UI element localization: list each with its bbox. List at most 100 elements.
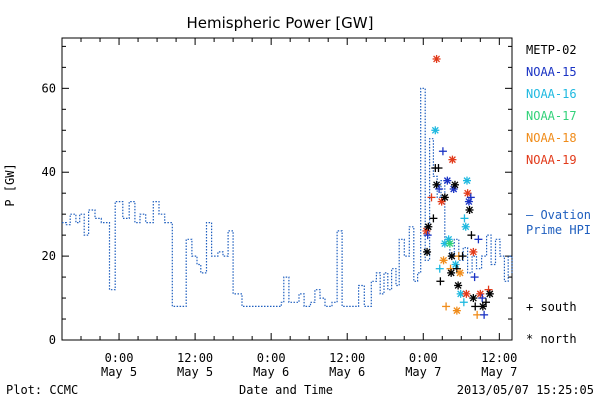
north-marker	[462, 289, 471, 298]
satellite-legend: METP-02 NOAA-15 NOAA-16 NOAA-17 NOAA-18 NOAA-…	[526, 43, 577, 167]
marker-stroke	[476, 290, 484, 298]
ovation-legend-line1: — Ovation	[526, 208, 591, 222]
north-marker	[437, 197, 446, 206]
north-marker	[451, 260, 460, 269]
marker-stroke	[457, 290, 465, 298]
x-tick-label-date: May 6	[329, 365, 365, 379]
marker-stroke	[447, 269, 455, 277]
south-marker	[470, 273, 479, 282]
south-marker	[438, 147, 447, 156]
x-tick-label: 12:00	[177, 351, 213, 365]
north-marker	[423, 247, 432, 256]
legend-item: NOAA-16	[526, 87, 577, 101]
north-marker	[485, 289, 494, 298]
south-marker	[427, 193, 436, 202]
x-tick-label: 12:00	[481, 351, 517, 365]
marker-stroke	[438, 198, 446, 206]
chart-title: Hemispheric Power [GW]	[187, 14, 374, 32]
satellite-points	[422, 54, 494, 319]
south-marker	[434, 164, 443, 173]
footer-timestamp: 2013/05/07 15:25:05	[457, 383, 594, 397]
legend-item: NOAA-18	[526, 131, 577, 145]
plot-frame	[61, 37, 513, 341]
north-marker	[444, 235, 453, 244]
marker-stroke	[486, 290, 494, 298]
south-legend: + south	[526, 300, 577, 314]
y-tick-label: 40	[42, 165, 56, 179]
marker-stroke	[448, 252, 456, 260]
south-marker	[423, 231, 432, 240]
marker-stroke	[452, 261, 460, 268]
south-marker	[467, 231, 476, 240]
y-tick-label: 0	[49, 333, 56, 347]
north-marker	[454, 281, 463, 290]
north-marker	[443, 176, 452, 185]
north-marker	[432, 54, 441, 63]
marker-stroke	[441, 193, 449, 201]
south-marker	[429, 214, 438, 223]
x-tick-label-date: May 5	[177, 365, 213, 379]
marker-stroke	[448, 156, 456, 164]
marker-stroke	[445, 235, 453, 243]
marker-stroke	[454, 282, 462, 289]
legend-item: METP-02	[526, 43, 577, 57]
y-tick-label: 60	[42, 81, 56, 95]
north-marker	[431, 126, 440, 135]
south-marker	[460, 214, 469, 223]
marker-stroke	[424, 223, 432, 231]
south-marker	[435, 264, 444, 273]
marker-stroke	[440, 256, 448, 264]
legend-item: NOAA-15	[526, 65, 577, 79]
footer-left: Plot: CCMC	[6, 383, 78, 397]
south-marker	[471, 302, 480, 311]
marker-stroke	[450, 185, 458, 193]
marker-stroke	[469, 248, 477, 256]
marker-stroke	[451, 181, 459, 189]
north-marker	[463, 176, 471, 185]
north-marker	[469, 294, 478, 303]
x-tick-label-date: May 6	[253, 365, 289, 379]
north-marker	[439, 256, 448, 265]
south-marker	[436, 277, 445, 286]
north-marker	[440, 193, 449, 202]
ovation-series	[62, 87, 513, 307]
south-marker	[442, 302, 451, 311]
marker-stroke	[443, 177, 451, 185]
marker-stroke	[456, 269, 464, 277]
south-marker	[459, 298, 468, 307]
marker-stroke	[433, 181, 441, 189]
north-marker	[448, 155, 457, 164]
north-legend: * north	[526, 332, 577, 346]
south-marker	[466, 193, 475, 202]
north-marker	[424, 222, 433, 231]
y-tick-label: 20	[42, 249, 56, 263]
north-marker	[456, 289, 465, 298]
north-marker	[463, 189, 472, 198]
marker-stroke	[462, 223, 470, 231]
marker-stroke	[446, 240, 454, 247]
south-marker	[478, 294, 487, 303]
ovation-line	[62, 87, 513, 307]
north-marker	[450, 180, 459, 189]
south-marker	[473, 310, 482, 319]
south-marker	[474, 235, 483, 244]
x-tick-label: 0:00	[105, 351, 134, 365]
y-axis-label: P [GW]	[3, 163, 17, 206]
legend-item: NOAA-17	[526, 109, 577, 123]
north-marker	[478, 302, 487, 311]
marker-stroke	[431, 126, 439, 134]
north-marker	[469, 247, 478, 256]
north-marker	[447, 252, 456, 261]
marker-stroke	[433, 55, 441, 63]
x-axis-label: Date and Time	[239, 383, 333, 397]
x-tick-label: 0:00	[409, 351, 438, 365]
marker-legend: + south * north	[526, 300, 577, 346]
south-marker	[480, 310, 489, 319]
north-marker	[464, 197, 473, 206]
marker-stroke	[453, 307, 461, 315]
north-marker	[461, 222, 470, 231]
south-marker	[435, 185, 444, 193]
